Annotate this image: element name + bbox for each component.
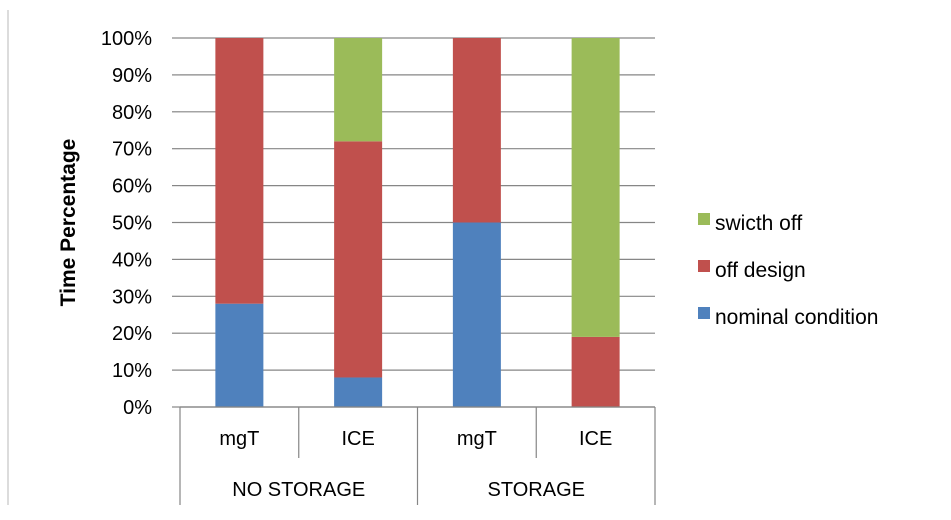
bar-segment xyxy=(452,222,501,407)
y-tick-label: 70% xyxy=(112,139,152,161)
bar-segment xyxy=(215,38,264,304)
legend-label: nominal condition xyxy=(715,306,878,329)
x-category-label: mgT xyxy=(219,428,259,450)
legend-swatch xyxy=(698,307,710,319)
legend-label: off design xyxy=(715,259,806,282)
y-tick-label: 60% xyxy=(112,176,152,198)
y-tick-label: 20% xyxy=(112,323,152,345)
bar-segment xyxy=(334,377,383,407)
y-tick-label: 0% xyxy=(123,397,152,419)
x-axis: mgT ICE mgT ICE NO STORAGE STORAGE xyxy=(179,406,656,505)
y-tick-label: 100% xyxy=(101,28,152,50)
bar-segment xyxy=(334,38,383,142)
bar-segment xyxy=(571,336,620,407)
legend-swatch xyxy=(698,213,710,225)
y-tick-label: 90% xyxy=(112,65,152,87)
x-category-label: mgT xyxy=(457,428,497,450)
y-tick-labels: 0% 10% 20% 30% 40% 50% 60% 70% 80% 90% 100% xyxy=(101,28,152,419)
y-tick-label: 80% xyxy=(112,102,152,124)
x-group-label: NO STORAGE xyxy=(232,479,365,501)
legend: swicth off off design nominal condition xyxy=(698,212,878,329)
bars xyxy=(215,38,620,407)
x-group-label: STORAGE xyxy=(488,479,585,501)
y-axis-label: Time Percentage xyxy=(57,139,80,307)
bar-segment xyxy=(452,38,501,223)
x-category-label: ICE xyxy=(579,428,612,450)
bar-segment xyxy=(215,303,264,407)
y-tick-label: 30% xyxy=(112,286,152,308)
y-tick-label: 40% xyxy=(112,249,152,271)
bar-segment xyxy=(571,38,620,337)
y-tick-label: 50% xyxy=(112,213,152,235)
x-category-label: ICE xyxy=(341,428,374,450)
bar-segment xyxy=(334,141,383,378)
legend-swatch xyxy=(698,260,710,272)
y-tick-label: 10% xyxy=(112,360,152,382)
legend-label: swicth off xyxy=(715,212,802,235)
